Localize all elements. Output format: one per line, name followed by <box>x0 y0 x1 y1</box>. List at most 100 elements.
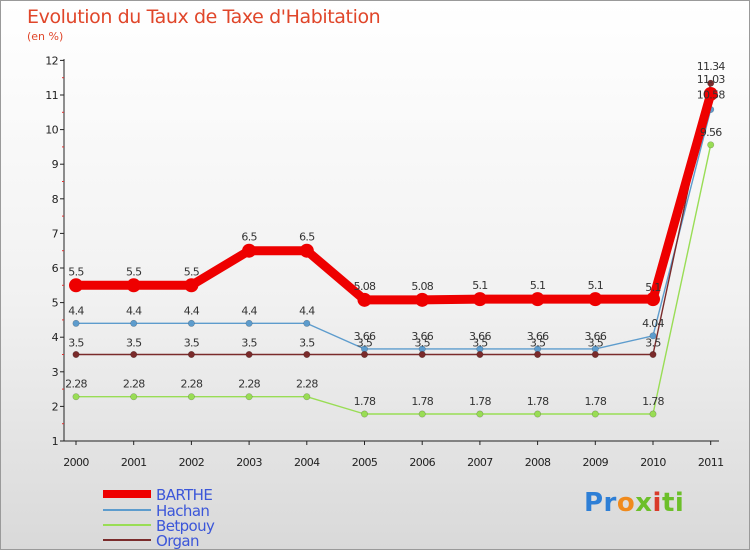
data-label-organ: 3.5 <box>126 337 142 350</box>
data-point-organ <box>130 350 138 358</box>
data-point-barthe <box>242 243 257 258</box>
data-label-barthe: 5.5 <box>68 265 84 278</box>
data-label-hachan: 4.4 <box>241 304 257 317</box>
data-label-betpouy: 1.78 <box>584 395 606 408</box>
data-label-betpouy: 2.28 <box>123 378 145 391</box>
data-label-barthe: 5.1 <box>588 279 603 292</box>
data-label-organ: 11.34 <box>697 60 726 73</box>
data-label-betpouy: 2.28 <box>238 378 260 391</box>
data-point-hachan <box>72 319 80 327</box>
data-label-organ: 3.5 <box>530 337 546 350</box>
data-point-hachan <box>187 319 195 327</box>
data-point-barthe <box>126 278 141 293</box>
series-layer <box>69 79 718 418</box>
data-point-barthe <box>588 292 603 307</box>
data-label-barthe: 6.5 <box>299 231 315 244</box>
data-point-hachan <box>649 332 657 340</box>
data-label-organ: 3.5 <box>68 337 84 350</box>
data-label-betpouy: 9.56 <box>700 126 722 139</box>
data-point-organ <box>534 350 542 358</box>
data-point-organ <box>245 350 253 358</box>
y-tick-label: 2 <box>52 400 58 413</box>
x-tick-label: 2001 <box>121 456 147 469</box>
data-point-barthe <box>357 292 372 307</box>
data-label-barthe: 5.08 <box>411 280 433 293</box>
data-label-hachan: 4.4 <box>68 304 84 317</box>
logo-part-1: Pr <box>584 488 617 518</box>
data-label-organ: 3.5 <box>588 337 604 350</box>
x-tick-label: 2002 <box>179 456 205 469</box>
y-tick-label: 5 <box>52 297 59 310</box>
data-label-hachan: 4.4 <box>126 304 142 317</box>
data-point-barthe <box>415 292 430 307</box>
data-label-organ: 3.5 <box>645 337 661 350</box>
data-label-organ: 3.5 <box>241 337 257 350</box>
data-label-hachan: 4.04 <box>642 317 664 330</box>
data-label-betpouy: 1.78 <box>411 395 433 408</box>
data-point-betpouy <box>72 393 80 401</box>
data-point-organ <box>649 350 657 358</box>
data-point-barthe <box>299 243 314 258</box>
chart-unit-label: (en %) <box>27 30 64 43</box>
data-point-organ <box>591 350 599 358</box>
data-point-betpouy <box>649 410 657 418</box>
data-point-betpouy <box>303 393 311 401</box>
data-label-barthe: 5.1 <box>472 279 487 292</box>
y-tick-label: 1 <box>52 435 58 448</box>
data-label-barthe: 5.5 <box>126 265 142 278</box>
data-label-hachan: 3.66 <box>354 330 376 343</box>
x-tick-label: 2005 <box>352 456 378 469</box>
data-label-organ: 3.5 <box>299 337 315 350</box>
chart-title: Evolution du Taux de Taxe d'Habitation <box>27 6 381 28</box>
data-point-barthe <box>703 86 718 101</box>
data-label-organ: 3.5 <box>472 337 488 350</box>
x-tick-label: 2008 <box>525 456 551 469</box>
logo-part-5: ti <box>661 488 685 518</box>
data-label-betpouy: 1.78 <box>354 395 376 408</box>
data-label-betpouy: 1.78 <box>469 395 491 408</box>
data-label-hachan: 3.66 <box>527 330 549 343</box>
proxiti-logo: Proxiti <box>584 488 684 518</box>
data-label-organ: 3.5 <box>357 337 373 350</box>
data-point-barthe <box>646 292 660 307</box>
data-point-betpouy <box>707 141 715 149</box>
data-point-barthe <box>69 278 83 293</box>
x-tick-label: 2010 <box>640 456 666 469</box>
data-point-betpouy <box>187 393 195 401</box>
data-label-betpouy: 2.28 <box>296 378 318 391</box>
x-tick-label: 2000 <box>63 456 89 469</box>
y-tick-label: 8 <box>52 193 59 206</box>
series-line-barthe <box>71 89 716 305</box>
data-label-betpouy: 1.78 <box>527 395 549 408</box>
data-point-barthe <box>530 292 545 307</box>
data-point-betpouy <box>245 393 253 401</box>
y-tick-label: 4 <box>52 331 59 344</box>
logo-part-3: x <box>635 488 653 518</box>
data-point-organ <box>187 350 195 358</box>
y-tick-label: 12 <box>45 54 58 67</box>
data-label-hachan: 3.66 <box>584 330 606 343</box>
y-tick-label: 7 <box>52 227 59 240</box>
data-label-hachan: 10.58 <box>697 89 726 102</box>
data-label-organ: 3.5 <box>414 337 430 350</box>
data-point-organ <box>476 350 484 358</box>
legend-label-hachan: Hachan <box>156 502 209 520</box>
x-tick-label: 2007 <box>467 456 493 469</box>
data-label-betpouy: 2.28 <box>65 378 87 391</box>
x-tick-label: 2006 <box>409 456 435 469</box>
data-label-barthe: 5.5 <box>184 265 200 278</box>
data-label-hachan: 3.66 <box>469 330 491 343</box>
data-point-barthe <box>184 278 199 293</box>
legend-label-barthe: BARTHE <box>156 486 212 504</box>
legend-label-organ: Organ <box>156 532 199 549</box>
data-labels-layer: 5.5 5.5 5.5 6.5 6.5 5.08 5.08 5.1 5.1 5.1 5.1 11.03… <box>65 60 726 408</box>
y-tick-label: 6 <box>52 262 59 275</box>
x-tick-label: 2009 <box>582 456 608 469</box>
data-point-betpouy <box>130 393 138 401</box>
data-label-hachan: 4.4 <box>299 304 315 317</box>
data-point-barthe <box>472 292 487 307</box>
